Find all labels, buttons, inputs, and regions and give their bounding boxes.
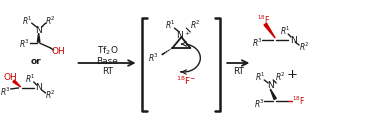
Text: +: + — [287, 68, 297, 82]
Text: RT: RT — [102, 67, 113, 76]
Text: Base: Base — [96, 57, 118, 66]
Text: $^{18}$F: $^{18}$F — [291, 95, 305, 107]
Polygon shape — [37, 33, 40, 42]
Text: or: or — [30, 57, 41, 66]
Text: N: N — [35, 26, 42, 35]
Text: $R^1$: $R^1$ — [25, 73, 36, 85]
Text: N: N — [290, 36, 296, 45]
Text: $R^1$: $R^1$ — [255, 71, 266, 83]
Text: OH: OH — [52, 47, 65, 56]
Text: $R^2$: $R^2$ — [45, 15, 56, 27]
Text: $R^3$: $R^3$ — [252, 37, 263, 49]
Text: RT: RT — [233, 67, 244, 76]
Text: $R^2$: $R^2$ — [275, 71, 286, 83]
Polygon shape — [270, 89, 276, 99]
Polygon shape — [264, 23, 275, 38]
Text: $R^1$: $R^1$ — [22, 15, 33, 27]
Text: $R^2$: $R^2$ — [299, 41, 310, 53]
Text: $R^3$: $R^3$ — [0, 86, 11, 98]
Text: $R^1$: $R^1$ — [165, 19, 176, 31]
Text: N$^+$: N$^+$ — [176, 29, 191, 41]
Text: $^{18}$F$^{-}$: $^{18}$F$^{-}$ — [176, 75, 197, 87]
Text: $R^3$: $R^3$ — [19, 38, 30, 50]
Text: OH: OH — [4, 73, 17, 82]
Text: $R^1$: $R^1$ — [280, 25, 291, 37]
Text: $R^3$: $R^3$ — [254, 98, 265, 110]
Polygon shape — [13, 80, 21, 87]
Text: $R^2$: $R^2$ — [45, 89, 56, 101]
Text: $R^2$: $R^2$ — [190, 19, 201, 31]
Text: $R^3$: $R^3$ — [148, 52, 159, 64]
Text: $^{18}$F: $^{18}$F — [257, 14, 270, 26]
Text: N: N — [267, 82, 274, 90]
Text: Tf$_2$O: Tf$_2$O — [97, 45, 118, 57]
Text: N: N — [35, 84, 42, 92]
